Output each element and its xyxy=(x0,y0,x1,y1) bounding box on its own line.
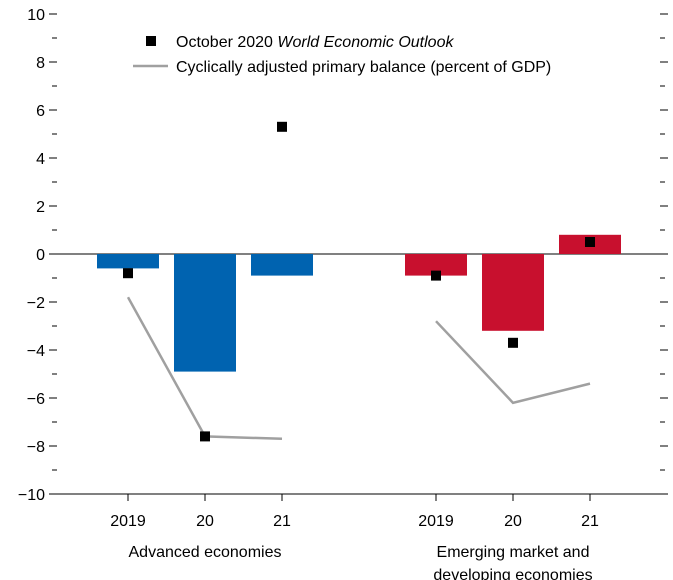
bar-layer xyxy=(97,234,621,372)
marker-layer xyxy=(123,121,595,442)
legend-marker-square xyxy=(146,36,156,46)
y-tick-label: 2 xyxy=(36,199,45,216)
weo-marker xyxy=(277,121,287,132)
weo-marker xyxy=(431,270,441,281)
y-tick-label: −8 xyxy=(27,439,45,456)
y-tick-label: 8 xyxy=(36,55,45,72)
legend-label-weo: October 2020 World Economic Outlook xyxy=(176,34,454,51)
y-tick-label: −10 xyxy=(18,487,45,504)
x-tick-label: 21 xyxy=(273,513,291,530)
weo-marker xyxy=(123,268,133,279)
y-tick-label: 10 xyxy=(27,7,45,24)
label-layer: 2019 20 21 Advanced economies 2019 20 21 Emergi… xyxy=(110,513,599,580)
cyclically-adjusted-line xyxy=(435,320,591,405)
x-tick-label: 21 xyxy=(581,513,599,530)
group-label: Advanced economies xyxy=(129,544,282,561)
bar xyxy=(482,254,544,331)
group-label: developing economies xyxy=(433,567,592,580)
x-tick-label: 20 xyxy=(196,513,214,530)
legend-label-cyclically-adjusted: Cyclically adjusted primary balance (per… xyxy=(176,59,551,76)
y-tick-label: 4 xyxy=(36,151,45,168)
x-tick-label: 2019 xyxy=(418,513,454,530)
x-tick-label: 2019 xyxy=(110,513,146,530)
bar xyxy=(251,254,313,276)
weo-marker xyxy=(508,337,518,348)
bar xyxy=(405,254,467,276)
y-tick-label: −4 xyxy=(27,343,45,360)
y-tick-label: −6 xyxy=(27,391,45,408)
y-tick-label: 6 xyxy=(36,103,45,120)
y-tick-label: 0 xyxy=(36,247,45,264)
group-label: Emerging market and xyxy=(437,544,590,561)
bar xyxy=(174,254,236,372)
legend: October 2020 World Economic Outlook Cycli… xyxy=(133,34,551,76)
y-tick-label: −2 xyxy=(27,295,45,312)
weo-marker xyxy=(200,431,210,442)
weo-marker xyxy=(585,237,595,247)
bar xyxy=(97,254,159,269)
x-tick-label: 20 xyxy=(504,513,522,530)
